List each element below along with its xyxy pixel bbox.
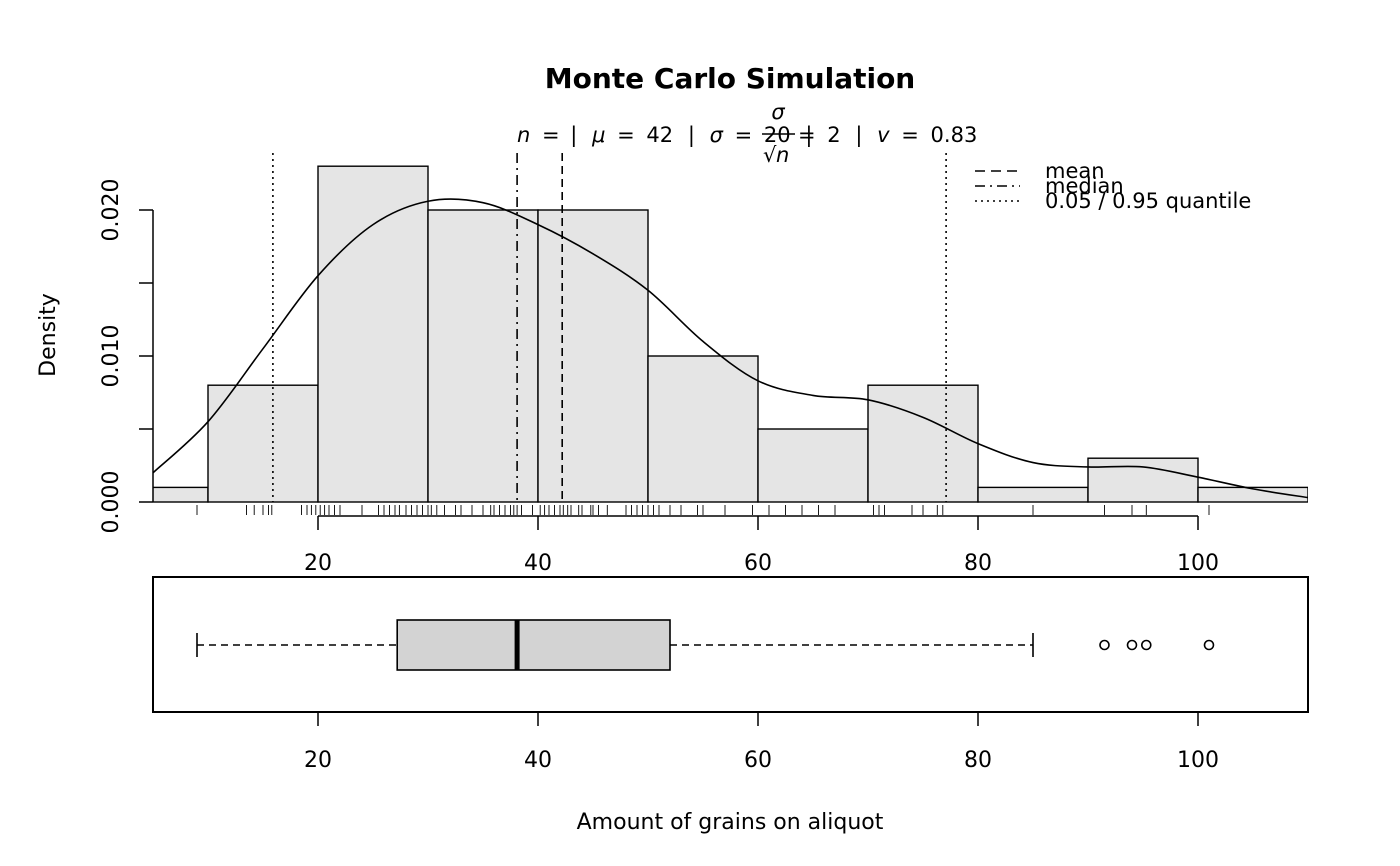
stats-text-row: n = | μ = 42 | σ = 20 | xyxy=(517,123,812,148)
rug-marks xyxy=(196,505,1210,515)
hist-x-tick-label-2: 60 xyxy=(744,551,772,576)
box-x-tick-label-2: 60 xyxy=(744,748,772,773)
histogram-bar-7 xyxy=(867,384,979,503)
histogram-bar-10 xyxy=(1197,486,1308,503)
stat-sep-4: | xyxy=(855,123,862,148)
hist-x-tick-label-1: 40 xyxy=(524,551,552,576)
stat-sigma-value: 20 xyxy=(764,123,791,147)
statistic-lines xyxy=(272,153,947,502)
histogram-bar-1 xyxy=(207,384,319,503)
histogram-bar-3 xyxy=(427,209,539,503)
boxplot-outlier-3 xyxy=(1203,639,1215,651)
stat-se-eq: = xyxy=(798,123,816,147)
stat-sigma-eq: = xyxy=(735,123,753,147)
stat-se-root: √ xyxy=(763,143,777,167)
boxplot-x-axis: 20 40 60 80 100 xyxy=(304,712,1219,773)
boxplot-outlier-1 xyxy=(1126,639,1138,651)
histogram-bars xyxy=(153,165,1308,503)
box-x-tick-label-4: 100 xyxy=(1177,748,1219,773)
box-x-tick-label-3: 80 xyxy=(964,748,992,773)
x-axis-label: Amount of grains on aliquot xyxy=(577,810,884,835)
stat-mu-label: μ xyxy=(591,123,605,147)
stat-mu-eq: = xyxy=(617,123,635,147)
stat-v-label: v xyxy=(877,123,890,147)
boxplot-box xyxy=(396,619,671,671)
y-axis-label: Density xyxy=(36,293,61,377)
stat-sep-3: | xyxy=(805,123,812,148)
boxplot-frame xyxy=(152,576,1309,713)
stat-n-label: n xyxy=(517,123,530,147)
boxplot-outlier-0 xyxy=(1099,639,1110,651)
stat-se-denominator: n xyxy=(776,143,789,167)
stat-v-eq: = xyxy=(901,123,919,147)
chart-title: Monte Carlo Simulation xyxy=(545,62,916,95)
legend-label-quantile: 0.05 / 0.95 quantile xyxy=(1045,189,1251,213)
boxplot-outlier-2 xyxy=(1141,639,1152,651)
stat-se-value: 2 xyxy=(827,123,840,147)
box-x-tick-label-1: 40 xyxy=(524,748,552,773)
stats-text-row-2: = 2 | v = 0.83 xyxy=(798,123,977,148)
hist-y-tick-label-1: 0.010 xyxy=(99,325,124,388)
stat-sep-2: | xyxy=(688,123,695,148)
hist-x-tick-label-3: 80 xyxy=(964,551,992,576)
histogram-bar-2 xyxy=(317,165,429,503)
histogram-y-axis: 0.000 0.010 0.020 xyxy=(99,179,154,534)
histogram-bar-4 xyxy=(537,209,649,503)
histogram-bar-6 xyxy=(757,428,869,503)
density-curve xyxy=(153,198,1308,499)
stat-v-value: 0.83 xyxy=(931,123,978,147)
hist-y-tick-label-2: 0.020 xyxy=(99,179,124,242)
statistics-summary: n = | μ = 42 | σ = 20 | σ √ n = 2 | v = … xyxy=(517,100,977,167)
density-curve-layer xyxy=(153,198,1308,499)
boxplot-panel: 20 40 60 80 100 Amount of grains on aliquot xyxy=(152,576,1309,835)
legend-label-mean: mean xyxy=(1045,159,1105,183)
stat-se-numerator: σ xyxy=(771,100,785,124)
histogram-bar-8 xyxy=(977,486,1089,503)
histogram-bar-5 xyxy=(647,355,759,503)
legend-label-median: median xyxy=(1045,174,1124,198)
stat-sigma-label: σ xyxy=(710,123,724,147)
box-x-tick-label-0: 20 xyxy=(304,748,332,773)
hist-x-tick-label-4: 100 xyxy=(1177,551,1219,576)
boxplot-elements xyxy=(196,619,1215,671)
hist-x-tick-label-0: 20 xyxy=(304,551,332,576)
histogram-x-axis: 20 40 60 80 100 xyxy=(304,515,1219,576)
stat-mu-value: 42 xyxy=(646,123,673,147)
hist-y-tick-label-0: 0.000 xyxy=(99,471,124,534)
histogram-bar-9 xyxy=(1087,457,1199,503)
stat-n-eq: = xyxy=(542,123,560,147)
histogram-panel: 20 40 60 80 100 0.000 0.010 0.020 Density xyxy=(36,153,1308,576)
stat-sep-1: | xyxy=(570,123,577,148)
legend: mean median 0.05 / 0.95 quantile xyxy=(975,159,1251,213)
